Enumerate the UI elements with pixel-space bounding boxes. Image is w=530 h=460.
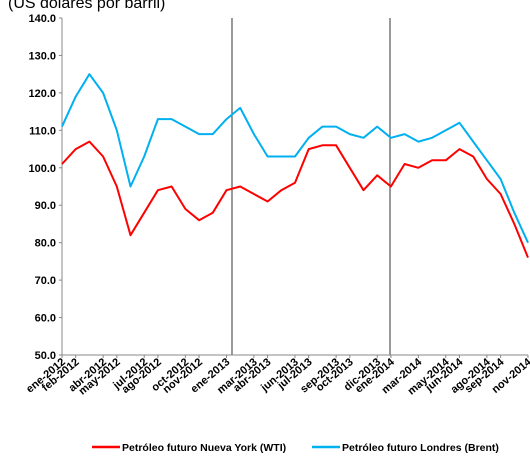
legend-label: Petróleo futuro Londres (Brent)	[342, 442, 499, 454]
y-tick-label: 120.0	[28, 88, 56, 100]
y-tick-label: 90.0	[35, 200, 56, 212]
chart-subtitle: (US dólares por barril)	[8, 0, 165, 12]
y-tick-label: 140.0	[28, 13, 56, 25]
y-tick-label: 110.0	[29, 125, 56, 137]
legend-label: Petróleo futuro Nueva York (WTI)	[122, 442, 286, 454]
y-tick-label: 80.0	[35, 238, 56, 250]
series-line	[61, 73, 529, 244]
y-tick-label: 50.0	[35, 350, 56, 362]
y-tick-label: 100.0	[28, 163, 56, 175]
series-line	[61, 140, 529, 258]
y-tick-label: 70.0	[35, 275, 56, 287]
y-tick-label: 60.0	[35, 313, 56, 325]
y-tick-label: 130.0	[28, 50, 56, 62]
